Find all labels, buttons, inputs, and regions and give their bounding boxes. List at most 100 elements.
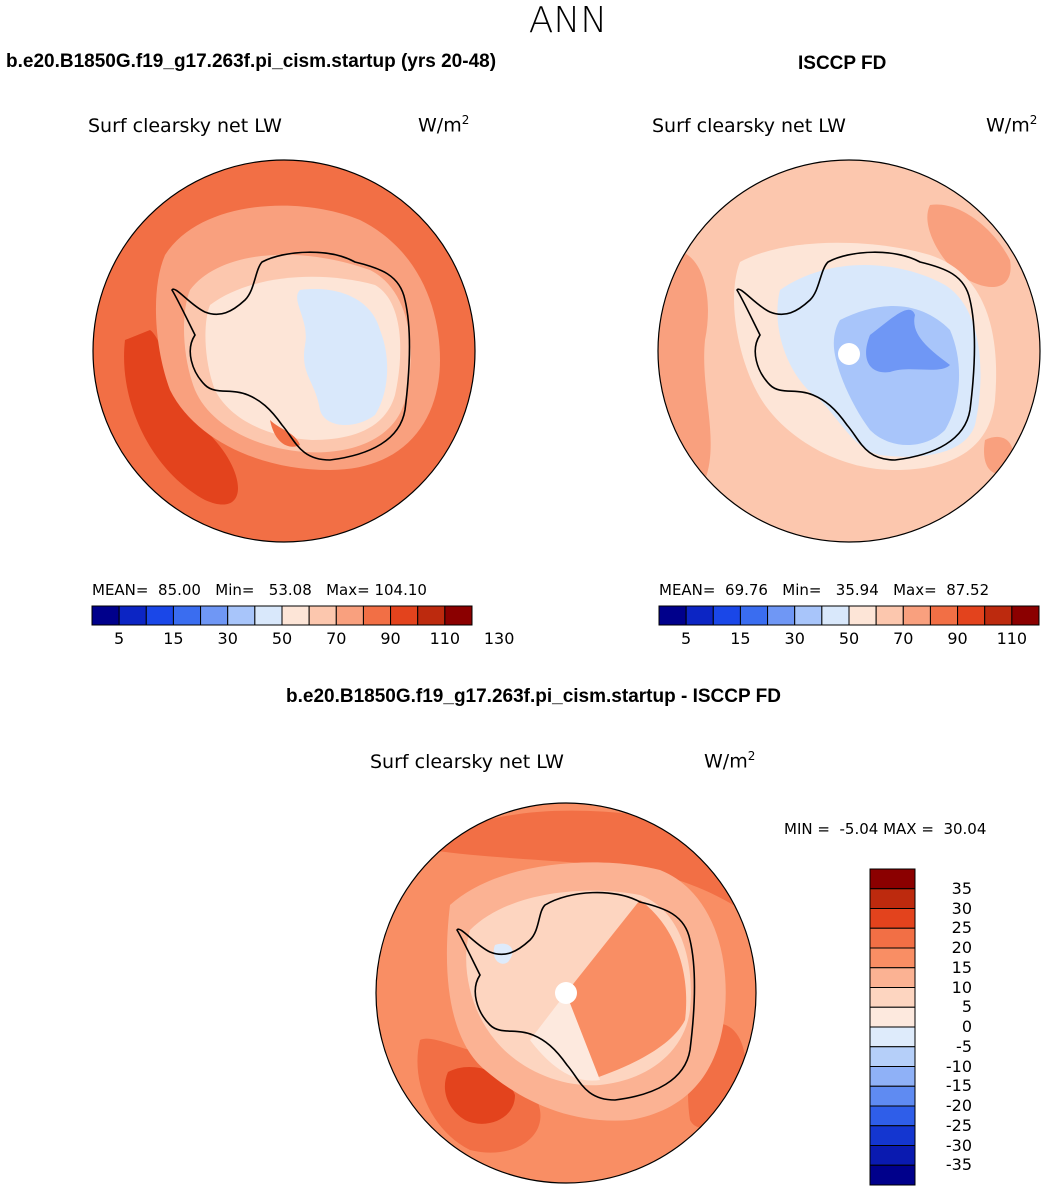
model-colorbar-tick-label: 15	[163, 629, 184, 648]
obs-colorbar-box	[821, 605, 850, 626]
model-colorbar-box	[172, 605, 202, 626]
diff-pole-hole	[555, 982, 577, 1004]
obs-field-base	[658, 160, 1040, 542]
diff-field-interior-south	[530, 993, 600, 1081]
obs-stats: MEAN= 69.76 Min= 35.94 Max= 87.52	[659, 581, 990, 599]
diff-colorbar-tick-label: 0	[961, 1017, 972, 1036]
model-colorbar-box	[308, 605, 337, 626]
diff-colorbar-box	[869, 987, 916, 1008]
obs-panel-title: ISCCP FD	[798, 53, 887, 74]
obs-field-low-30	[866, 309, 950, 373]
obs-colorbar-box	[984, 605, 1013, 626]
diff-colorbar-tick-label: 15	[951, 957, 972, 977]
obs-colorbar-box	[712, 605, 741, 626]
diff-colorbar-tick-label: 10	[951, 977, 972, 997]
diff-colorbar-tick-label: -20	[945, 1096, 972, 1115]
diff-variable-label: Surf clearsky net LW	[370, 751, 564, 773]
diff-colorbar-box	[869, 1105, 916, 1127]
model-colorbar-box	[145, 605, 174, 626]
model-field-ring-70	[183, 254, 411, 453]
obs-colorbar-box	[875, 605, 904, 626]
model-colorbar-box	[200, 605, 229, 626]
diff-field-high-southwest	[417, 1038, 541, 1153]
model-colorbar-tick-label: 130	[483, 629, 515, 648]
obs-colorbar-box	[794, 605, 823, 626]
diff-colorbar-box	[869, 1046, 916, 1067]
model-field-high-west	[124, 330, 239, 505]
diff-colorbar-box	[869, 947, 916, 969]
model-colorbar-box	[444, 605, 473, 626]
obs-colorbar-box	[685, 605, 714, 626]
diff-field-low-coast	[493, 943, 513, 964]
model-coastline	[171, 251, 411, 461]
diff-coastline	[456, 891, 696, 1101]
model-colorbar-box	[417, 605, 446, 626]
obs-colorbar-tick-label: 110	[996, 629, 1028, 648]
diff-colorbar-box	[869, 927, 916, 949]
diff-field-ring-10	[446, 862, 726, 1121]
model-colorbar-box	[227, 605, 256, 626]
diff-field-interior-east	[566, 900, 687, 1080]
obs-field-low-50	[777, 265, 981, 457]
diff-colorbar-tick-label: 20	[951, 938, 972, 957]
model-colorbar-box	[118, 605, 147, 626]
model-field-base	[93, 160, 475, 542]
model-stats: MEAN= 85.00 Min= 53.08 Max= 104.10	[92, 581, 427, 599]
obs-colorbar-box	[929, 605, 959, 626]
diff-colorbar-tick-label: 25	[951, 918, 972, 938]
diff-colorbar-box	[869, 967, 916, 988]
model-colorbar-tick-label: 110	[429, 629, 461, 648]
diff-field-high-east	[688, 1023, 746, 1128]
model-colorbar-box	[390, 605, 419, 626]
model-field-low-interior	[297, 289, 388, 426]
obs-units-label: W/m2	[986, 113, 1038, 137]
model-field-ring-60	[205, 276, 401, 440]
diff-colorbar-box	[869, 888, 916, 909]
diff-colorbar-tick-label: 30	[951, 898, 972, 918]
diff-colorbar-tick-label: -30	[945, 1135, 972, 1155]
model-colorbar-tick-label: 90	[380, 629, 401, 648]
diff-panel-title: b.e20.B1850G.f19_g17.263f.pi_cism.startu…	[286, 686, 781, 707]
model-colorbar-tick-label: 70	[326, 629, 347, 648]
diff-field-ring-5	[466, 890, 691, 1086]
model-colorbar-tick-label: 50	[271, 629, 293, 648]
model-field-ring-90	[155, 205, 440, 470]
obs-variable-label: Surf clearsky net LW	[652, 115, 846, 137]
diff-colorbar-box	[869, 1125, 916, 1146]
model-colorbar-box	[254, 605, 283, 626]
figure-title: ANN	[528, 0, 608, 41]
obs-colorbar-tick-label: 5	[681, 629, 692, 648]
model-colorbar-box	[335, 605, 364, 626]
diff-colorbar-box	[869, 1066, 916, 1087]
diff-colorbar-box	[869, 1006, 916, 1028]
model-field-coast-accent	[270, 420, 300, 447]
diff-colorbar-box	[869, 868, 916, 890]
diff-colorbar-box	[869, 1085, 916, 1107]
diff-colorbar-box	[869, 908, 916, 929]
diff-colorbar-box	[869, 1164, 916, 1186]
diff-colorbar-tick-label: 5	[961, 997, 972, 1017]
diff-field-base	[376, 803, 756, 1183]
obs-colorbar-box	[658, 605, 687, 626]
obs-field-high-west	[658, 248, 711, 480]
obs-coastline	[736, 251, 976, 461]
obs-field-high-east	[984, 436, 1014, 474]
diff-stats: MIN = -5.04 MAX = 30.04	[784, 820, 987, 838]
obs-colorbar-tick-label: 70	[893, 629, 914, 648]
obs-colorbar-box	[848, 605, 877, 626]
obs-pole-hole	[838, 343, 860, 365]
diff-colorbar-tick-label: 35	[951, 878, 972, 898]
diff-map-frame	[375, 802, 757, 1184]
model-map-frame	[92, 159, 476, 543]
diff-colorbar-box	[869, 1026, 916, 1048]
model-colorbar-box	[362, 605, 392, 626]
diff-field-high-north	[430, 810, 755, 920]
diff-field-peak-southwest	[444, 1066, 515, 1124]
model-units-label: W/m2	[418, 113, 470, 137]
model-colorbar-tick-label: 30	[217, 629, 238, 648]
obs-colorbar-tick-label: 50	[838, 629, 860, 648]
obs-field-high-northeast	[927, 204, 1011, 287]
obs-field-low-40	[833, 306, 960, 445]
model-variable-label: Surf clearsky net LW	[88, 115, 282, 137]
obs-colorbar-box	[957, 605, 986, 626]
